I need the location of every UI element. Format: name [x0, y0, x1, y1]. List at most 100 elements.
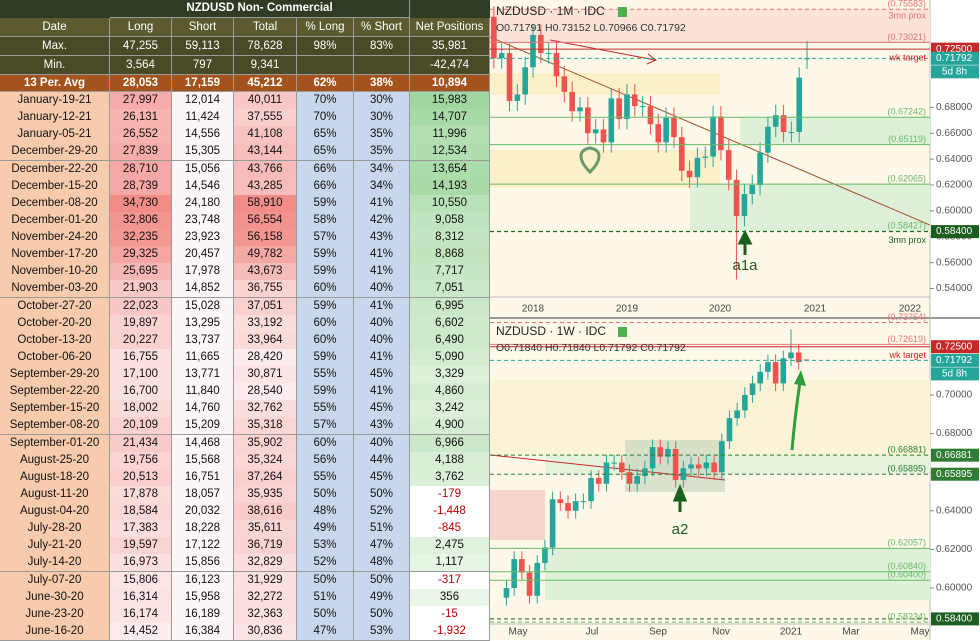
value-cell: 28,710: [110, 160, 172, 179]
value-cell: 52%: [297, 554, 354, 573]
value-cell: 43,673: [234, 263, 297, 282]
date-cell: December-01-20: [0, 211, 110, 230]
candle-body: [788, 131, 795, 133]
value-cell: -317: [410, 571, 490, 590]
value-cell: 50%: [354, 485, 410, 504]
value-cell: 38,616: [234, 503, 297, 521]
value-cell: 14,468: [172, 434, 234, 453]
value-cell: 40%: [354, 314, 410, 333]
value-cell: 1,117: [410, 554, 490, 573]
value-cell: 48%: [354, 554, 410, 573]
plot: [490, 6, 930, 280]
candle-body: [580, 501, 587, 503]
value-cell: 57%: [297, 417, 354, 436]
up-arrow: [737, 229, 753, 255]
value-cell: 18,584: [110, 503, 172, 521]
value-cell: 17,978: [172, 263, 234, 282]
value-cell: 32,762: [234, 400, 297, 419]
summary-cell: Max.: [0, 37, 110, 56]
date-cell: July-07-20: [0, 571, 110, 590]
value-cell: 16,123: [172, 571, 234, 590]
value-cell: 57%: [297, 229, 354, 247]
value-cell: 45%: [354, 400, 410, 419]
value-cell: 29,325: [110, 246, 172, 265]
up-arrow: [672, 484, 688, 512]
value-cell: 43%: [354, 417, 410, 436]
value-cell: 19,597: [110, 537, 172, 556]
value-cell: 13,771: [172, 366, 234, 384]
value-cell: 48%: [297, 503, 354, 521]
date-cell: July-28-20: [0, 520, 110, 539]
candle-body: [796, 77, 803, 132]
level-note: wk target: [888, 350, 926, 360]
value-cell: 14,760: [172, 400, 234, 419]
value-cell: 51%: [297, 588, 354, 607]
value-cell: 53%: [354, 622, 410, 641]
value-cell: 58,910: [234, 194, 297, 213]
value-cell: 16,973: [110, 554, 172, 573]
candle-body: [569, 91, 575, 112]
candle-body: [600, 129, 607, 143]
value-cell: 3,242: [410, 400, 490, 419]
x-tick-label: May: [509, 627, 528, 638]
annotation: a2: [672, 521, 689, 538]
value-cell: 36,755: [234, 280, 297, 299]
candle-body: [710, 116, 716, 157]
value-cell: 34%: [354, 160, 410, 179]
candle-body: [588, 477, 594, 502]
value-cell: 15,209: [172, 417, 234, 436]
candle-body: [686, 170, 693, 178]
value-cell: 45%: [354, 366, 410, 384]
value-cell: 70%: [297, 92, 354, 110]
x-tick-label: 2021: [804, 304, 827, 315]
value-cell: 60%: [297, 434, 354, 453]
candle-body: [577, 107, 583, 112]
value-cell: 6,490: [410, 331, 490, 350]
summary-cell: 3,564: [110, 56, 172, 75]
value-cell: 10,550: [410, 194, 490, 213]
summary-cell: 13 Per. Avg: [0, 75, 110, 92]
value-cell: 21,434: [110, 434, 172, 453]
value-cell: 23,923: [172, 229, 234, 247]
summary-cell: 28,053: [110, 75, 172, 92]
summary-cell: 9,341: [234, 56, 297, 75]
x-tick-label: May: [911, 627, 930, 638]
value-cell: 15,958: [172, 588, 234, 607]
value-cell: 58%: [297, 211, 354, 230]
candle-body: [603, 462, 610, 484]
level-note: 3mn prox: [888, 11, 926, 21]
candle-body: [788, 352, 794, 359]
candle-body: [619, 462, 625, 473]
value-cell: 47%: [354, 537, 410, 556]
value-cell: 45%: [354, 468, 410, 487]
arrow-head: [794, 370, 806, 386]
value-cell: 42%: [354, 211, 410, 230]
y-tick-label: 0.54000: [936, 283, 973, 294]
candle-body: [742, 394, 748, 411]
symbol: NZDUSD · 1M · IDC: [496, 4, 605, 18]
column-header: % Short: [354, 18, 410, 37]
value-cell: 55%: [297, 468, 354, 487]
date-cell: December-22-20: [0, 160, 110, 179]
candle-body: [503, 588, 510, 598]
value-cell: 35,902: [234, 434, 297, 453]
price-box: [931, 340, 979, 354]
value-cell: 17,100: [110, 366, 172, 384]
price-box-label: 0.58400: [936, 226, 973, 237]
date-cell: September-29-20: [0, 366, 110, 384]
column-header: Long: [110, 18, 172, 37]
level-label: (0.73021): [887, 32, 926, 42]
candle-body: [514, 94, 521, 101]
x-tick-label: 2020: [709, 304, 732, 315]
candle-body: [657, 447, 664, 457]
value-cell: 356: [410, 588, 490, 607]
value-cell: 66%: [297, 160, 354, 179]
value-cell: 60%: [297, 280, 354, 299]
zone: [490, 150, 720, 188]
value-cell: 35%: [354, 126, 410, 145]
value-cell: 55%: [297, 400, 354, 419]
candle-body: [678, 137, 685, 171]
level-label: (0.60840): [887, 561, 926, 571]
candle-body: [655, 124, 662, 143]
candle-body: [639, 106, 646, 108]
